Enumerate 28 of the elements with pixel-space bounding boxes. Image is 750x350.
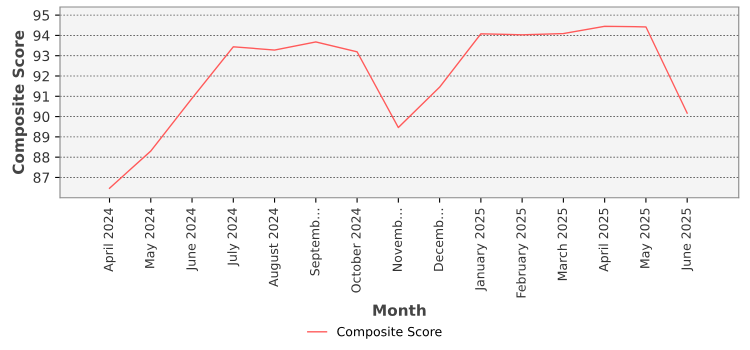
line-series [108,26,688,189]
y-tick-label: 92 [33,70,49,82]
x-tick-label: March 2025 [557,208,568,280]
x-axis-title: Month [373,304,426,316]
y-tick-label: 93 [33,50,50,62]
legend-label: Composite Score [337,326,442,339]
x-tick-label: October 2024 [351,208,361,293]
x-tick-label: May 2024 [144,208,157,268]
x-tick-label: May 2025 [640,208,652,268]
x-tick-label: Novemb… [392,208,402,271]
x-tick-label: June 2025 [681,208,694,272]
y-tick-label: 95 [33,10,50,21]
y-axis-title: Composite Score [12,30,28,174]
y-tick-label: 90 [33,112,50,122]
y-tick-label: 89 [34,132,50,142]
x-tick-label: June 2024 [186,208,198,272]
y-tick-label: 91 [33,91,49,102]
y-tick-label: 94 [33,30,50,41]
x-tick-label: April 2024 [103,208,116,272]
y-tick-label: 88 [34,152,50,163]
x-tick-label: Septemb… [310,208,322,276]
y-tick-label: 87 [34,172,50,183]
x-tick-label: July 2024 [227,208,240,266]
x-tick-label: February 2025 [516,208,528,298]
x-tick-label: August 2024 [268,208,281,287]
x-tick-label: April 2025 [598,208,611,272]
x-tick-label: Decemb… [434,208,444,271]
x-tick-label: January 2025 [475,208,487,292]
